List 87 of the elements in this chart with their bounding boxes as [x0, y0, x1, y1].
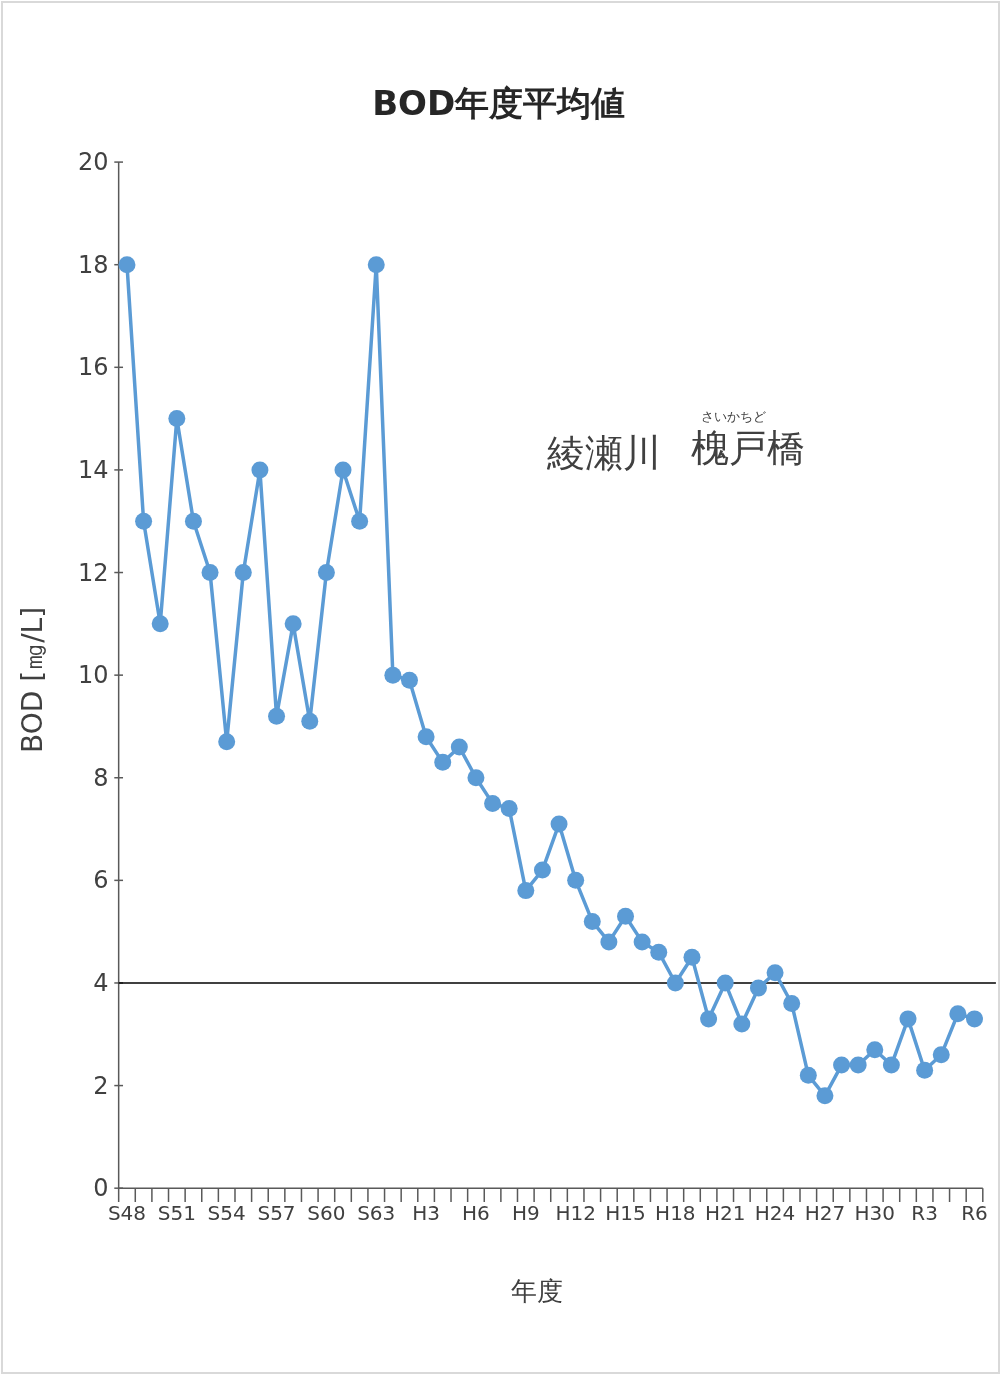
point [135, 512, 153, 530]
point [550, 815, 568, 833]
point [833, 1056, 851, 1074]
annotation: 綾瀬川 [546, 431, 662, 476]
y-tick-label: 6 [93, 866, 109, 895]
point [600, 933, 618, 951]
x-tick-label: H6 [462, 1200, 490, 1225]
point [218, 733, 236, 751]
x-tick-label: S63 [357, 1200, 396, 1225]
point [617, 907, 635, 925]
point [749, 979, 767, 997]
y-tick-label: 0 [93, 1174, 109, 1203]
point [334, 461, 352, 479]
x-axis-title: 年度 [510, 1276, 563, 1307]
y-axis-title: BOD [㎎/L] [16, 606, 50, 753]
y-tick-label: 12 [77, 558, 109, 587]
x-tick-label: S51 [157, 1200, 196, 1225]
y-tick-label: 16 [77, 353, 109, 382]
point [201, 564, 219, 582]
point [932, 1046, 950, 1064]
point [583, 912, 601, 930]
x-tick-label: H21 [704, 1200, 746, 1225]
point [517, 882, 535, 900]
point [168, 410, 186, 428]
point [317, 564, 335, 582]
point [533, 861, 551, 879]
point [434, 753, 452, 771]
point [650, 943, 668, 961]
point [882, 1056, 900, 1074]
point [400, 671, 418, 689]
x-tick-label: S60 [307, 1200, 346, 1225]
x-tick-label: S57 [257, 1200, 296, 1225]
x-tick-label: H3 [412, 1200, 440, 1225]
point [965, 1010, 983, 1028]
point [816, 1087, 834, 1105]
annotation: 槐戸橋 [691, 425, 806, 470]
x-tick-label: H18 [655, 1200, 696, 1225]
point [234, 564, 252, 582]
x-tick-label: R3 [911, 1200, 938, 1225]
x-tick-label: H9 [511, 1200, 540, 1225]
point [799, 1066, 817, 1084]
x-tick-label: R6 [961, 1200, 988, 1225]
y-tick-label: 14 [77, 455, 109, 484]
y-tick-label: 4 [93, 968, 109, 997]
point [733, 1015, 751, 1033]
point [866, 1041, 884, 1059]
y-tick-label: 2 [93, 1071, 109, 1100]
x-tick-label: H12 [555, 1200, 596, 1225]
point [666, 974, 684, 992]
point [567, 871, 585, 889]
point [633, 933, 651, 951]
x-tick-label: S54 [207, 1200, 246, 1225]
point [849, 1056, 867, 1074]
point [484, 794, 502, 812]
y-tick-label: 18 [77, 250, 109, 279]
point [268, 707, 286, 725]
y-tick-label: 8 [93, 763, 109, 792]
point [949, 1005, 967, 1023]
point [716, 974, 734, 992]
chart-title: BOD年度平均値 [372, 83, 626, 124]
x-tick-label: H30 [854, 1200, 896, 1225]
point [301, 712, 319, 730]
point [351, 512, 369, 530]
annotation: さいかちど [701, 408, 767, 424]
point [450, 738, 468, 756]
point [916, 1061, 934, 1079]
y-tick-label: 10 [77, 661, 109, 690]
x-tick-label: H15 [605, 1200, 646, 1225]
point [766, 964, 784, 982]
x-tick-label: H27 [804, 1200, 846, 1225]
point [367, 256, 385, 274]
x-tick-label: S48 [107, 1200, 147, 1225]
point [467, 769, 485, 787]
point [500, 800, 518, 818]
point [118, 256, 136, 274]
point [184, 512, 202, 530]
x-tick-label: H24 [754, 1200, 796, 1225]
point [417, 728, 435, 746]
point [700, 1010, 718, 1028]
point [899, 1010, 917, 1028]
point [284, 615, 302, 633]
point [251, 461, 269, 479]
point [151, 615, 169, 633]
y-tick-label: 20 [77, 148, 109, 177]
point [683, 948, 701, 966]
point [783, 994, 801, 1012]
point [384, 666, 402, 684]
